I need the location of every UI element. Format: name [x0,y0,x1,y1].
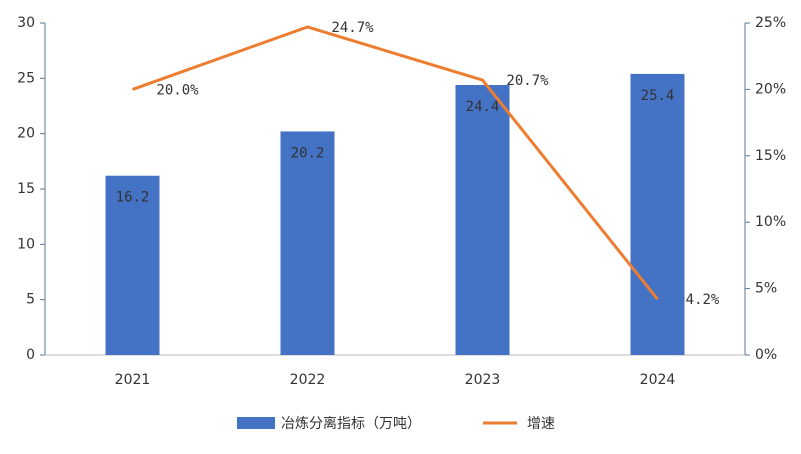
bar-value-label: 24.4 [466,99,500,115]
bar [105,175,160,355]
y-tick-label: 30 [17,15,35,31]
x-tick-label: 2023 [465,372,501,388]
legend-label: 冶炼分离指标（万吨） [281,415,421,432]
x-tick-label: 2024 [640,372,676,388]
y-tick-label: 15 [17,181,35,197]
legend-label: 增速 [527,416,555,432]
x-tick-label: 2021 [115,372,151,388]
y-tick-label: 10 [17,236,35,252]
bar-value-label: 25.4 [641,88,675,104]
y2-tick-label: 10% [755,214,786,230]
y2-tick-label: 25% [755,15,786,31]
legend-swatch [237,417,275,429]
line-value-label: 20.0% [156,82,199,98]
line-value-label: 24.7% [331,20,374,36]
y-tick-label: 0 [26,347,35,363]
y2-tick-label: 5% [755,281,777,297]
bar [630,73,685,355]
bar [455,84,510,356]
y-tick-label: 25 [17,70,35,86]
bar-value-label: 16.2 [116,190,150,206]
y2-tick-label: 20% [755,81,786,97]
y2-tick-label: 0% [755,347,777,363]
x-tick-label: 2022 [290,372,326,388]
line-value-label: 20.7% [506,73,549,89]
y-tick-label: 20 [17,126,35,142]
bar [280,131,335,355]
line-value-label: 4.2% [686,292,720,308]
y2-tick-label: 15% [755,148,786,164]
bar-value-label: 20.2 [291,145,325,161]
y-tick-label: 5 [26,292,35,308]
line [131,25,659,301]
